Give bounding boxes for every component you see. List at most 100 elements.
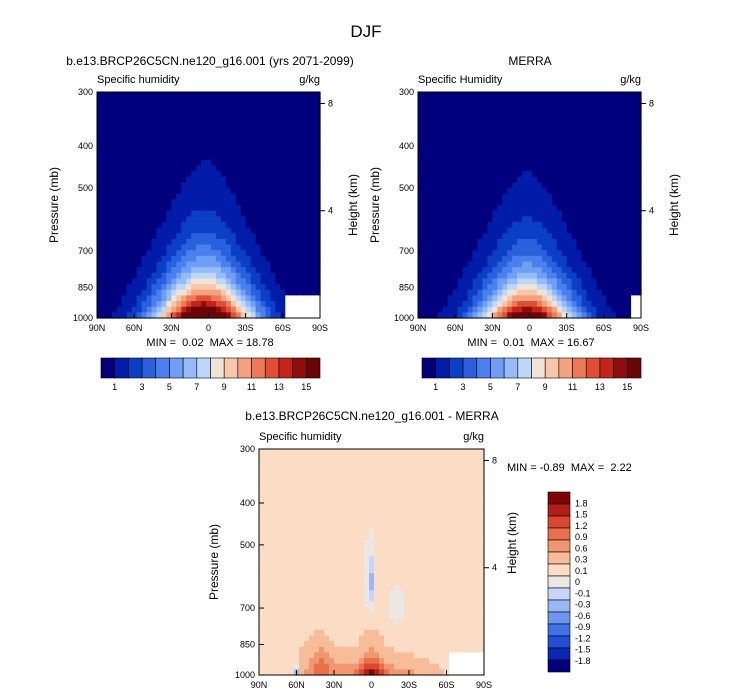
- heatmap-cell: [304, 533, 310, 540]
- heatmap-cell: [235, 154, 242, 161]
- heatmap-cell: [541, 125, 548, 133]
- heatmap-cell: [399, 567, 405, 574]
- heatmap-cell: [151, 278, 158, 285]
- heatmap-cell: [541, 216, 548, 223]
- heatmap-cell: [289, 567, 295, 574]
- heatmap-cell: [186, 103, 192, 110]
- heatmap-cell: [270, 165, 276, 172]
- heatmap-cell: [300, 216, 306, 223]
- heatmap-cell: [394, 477, 400, 484]
- heatmap-cell: [309, 545, 315, 552]
- heatmap-cell: [369, 528, 375, 535]
- heatmap-cell: [469, 516, 475, 524]
- heatmap-cell: [492, 137, 498, 144]
- heatmap-cell: [161, 131, 167, 138]
- heatmap-cell: [464, 545, 470, 552]
- heatmap-cell: [260, 312, 267, 319]
- heatmap-cell: [422, 301, 429, 308]
- heatmap-cell: [136, 154, 143, 161]
- heatmap-cell: [497, 295, 503, 302]
- heatmap-cell: [424, 545, 430, 552]
- heatmap-cell: [422, 148, 429, 155]
- heatmap-cell: [196, 182, 202, 189]
- heatmap-cell: [611, 278, 617, 285]
- heatmap-cell: [191, 233, 197, 240]
- colorbar-label: 15: [622, 382, 632, 392]
- heatmap-cell: [285, 312, 291, 319]
- heatmap-cell: [181, 238, 187, 246]
- heatmap-cell: [300, 142, 306, 150]
- heatmap-cell: [432, 165, 439, 172]
- heatmap-cell: [255, 238, 262, 246]
- heatmap-cell: [586, 171, 593, 178]
- heatmap-cell: [626, 165, 632, 172]
- heatmap-cell: [452, 137, 459, 144]
- heatmap-cell: [264, 556, 270, 563]
- heatmap-cell: [631, 295, 637, 302]
- heatmap-cell: [274, 505, 280, 512]
- heatmap-cell: [329, 460, 335, 467]
- heatmap-cell: [299, 578, 305, 586]
- heatmap-cell: [215, 165, 222, 172]
- heatmap-cell: [196, 255, 202, 263]
- heatmap-cell: [285, 154, 291, 161]
- heatmap-cell: [492, 295, 498, 302]
- heatmap-cell: [467, 108, 474, 116]
- heatmap-cell: [186, 255, 192, 263]
- heatmap-cell: [294, 482, 300, 490]
- heatmap-cell: [166, 154, 172, 161]
- heatmap-cell: [606, 159, 612, 167]
- heatmap-cell: [424, 505, 430, 512]
- heatmap-cell: [626, 159, 632, 167]
- heatmap-cell: [482, 97, 488, 104]
- heatmap-cell: [418, 301, 424, 308]
- heatmap-cell: [97, 92, 103, 99]
- heatmap-cell: [275, 210, 281, 217]
- heatmap-cell: [274, 488, 280, 495]
- heatmap-cell: [479, 465, 485, 473]
- heatmap-cell: [319, 454, 325, 461]
- heatmap-cell: [502, 154, 508, 161]
- heatmap-cell: [409, 562, 415, 569]
- heatmap-cell: [206, 205, 212, 212]
- heatmap-cell: [255, 272, 262, 280]
- heatmap-cell: [472, 210, 479, 217]
- heatmap-cell: [464, 477, 470, 484]
- heatmap-cell: [419, 516, 425, 524]
- heatmap-cell: [467, 182, 474, 189]
- heatmap-cell: [136, 92, 143, 99]
- heatmap-cell: [424, 550, 430, 557]
- heatmap-cell: [414, 471, 420, 478]
- heatmap-cell: [611, 171, 617, 178]
- heatmap-cell: [469, 595, 475, 603]
- heatmap-cell: [116, 210, 123, 217]
- heatmap-cell: [255, 182, 262, 189]
- heatmap-cell: [449, 601, 455, 608]
- heatmap-cell: [447, 103, 454, 110]
- heatmap-cell: [151, 159, 158, 167]
- heatmap-cell: [294, 465, 300, 473]
- heatmap-cell: [196, 97, 202, 104]
- heatmap-cell: [621, 142, 627, 150]
- x-tick-label: 60N: [447, 323, 464, 333]
- heatmap-cell: [449, 556, 455, 563]
- heatmap-cell: [196, 137, 202, 144]
- heatmap-cell: [467, 120, 474, 127]
- heatmap-cell: [339, 545, 345, 552]
- heatmap-cell: [279, 528, 285, 535]
- heatmap-cell: [201, 255, 207, 263]
- heatmap-cell: [275, 97, 281, 104]
- heatmap-cell: [289, 601, 295, 608]
- heatmap-cell: [166, 159, 172, 167]
- heatmap-cell: [586, 306, 593, 313]
- heatmap-cell: [97, 148, 103, 155]
- heatmap-cell: [606, 227, 612, 234]
- heatmap-cell: [210, 255, 217, 263]
- heatmap-cell: [290, 154, 296, 161]
- heatmap-cell: [235, 148, 242, 155]
- heatmap-cell: [601, 295, 607, 302]
- heatmap-cell: [111, 233, 118, 240]
- heatmap-cell: [206, 188, 212, 195]
- heatmap-cell: [300, 193, 306, 200]
- heatmap-cell: [295, 137, 301, 144]
